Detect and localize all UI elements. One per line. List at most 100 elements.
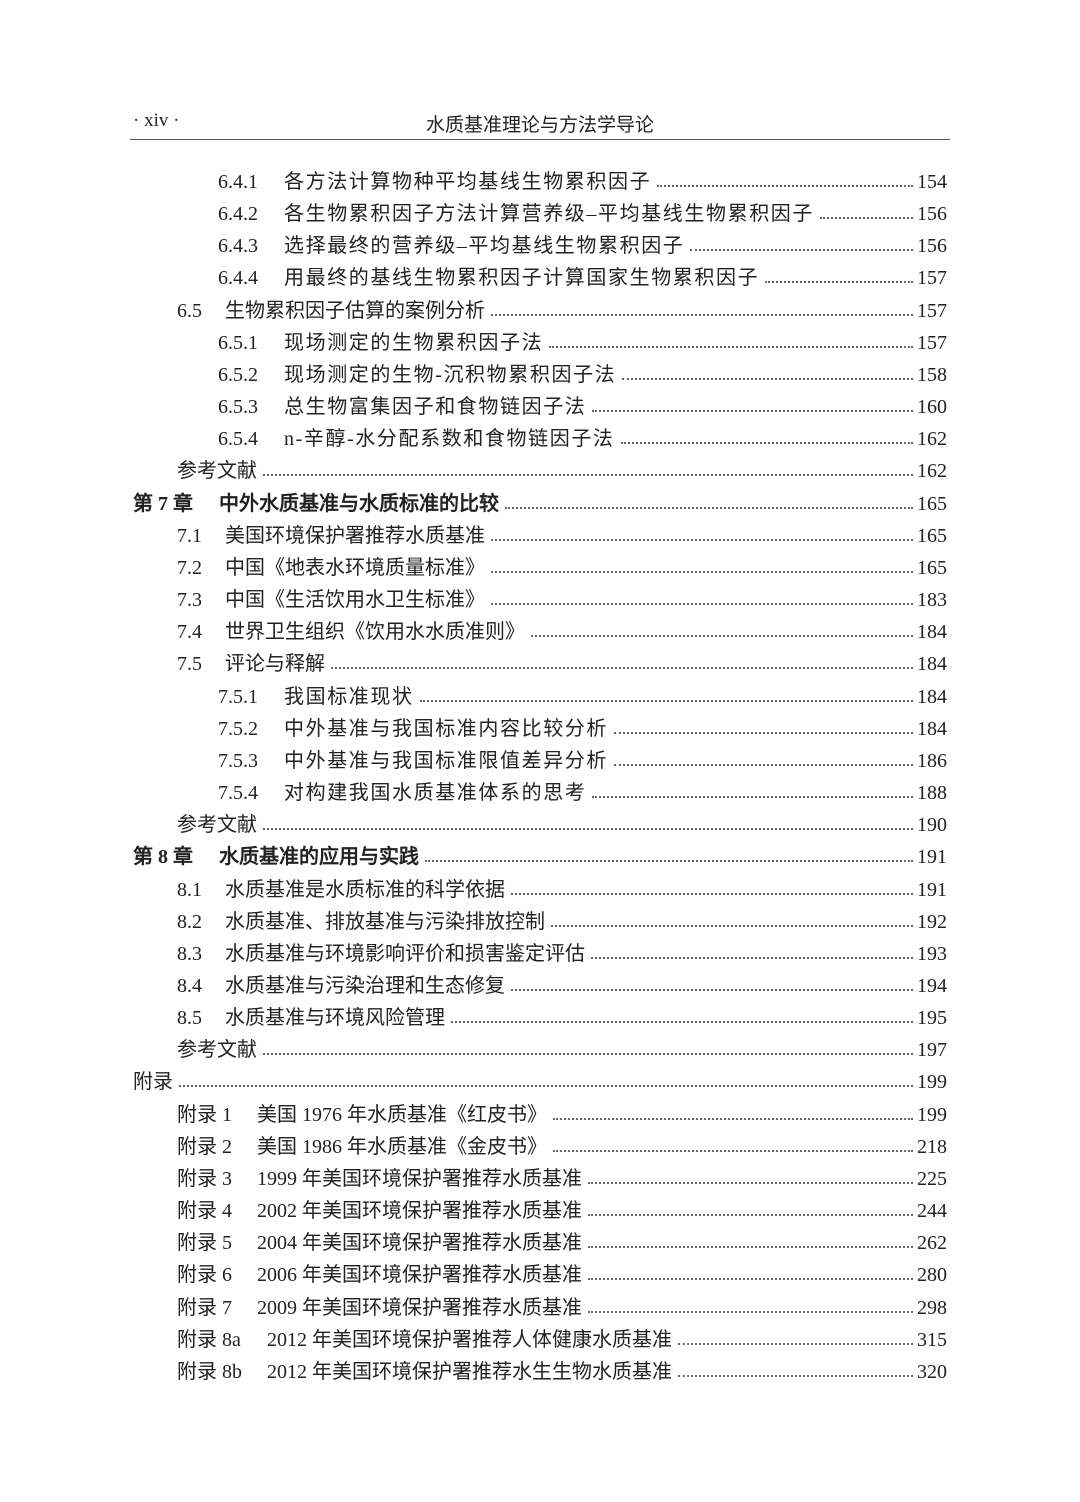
dot-leader — [551, 924, 913, 927]
toc-entry[interactable]: 7.5.2 中外基准与我国标准内容比较分析 184 — [218, 709, 947, 741]
dot-leader — [592, 796, 913, 799]
toc-entry[interactable]: 附录 2 美国 1986 年水质基准《金皮书》 218 — [177, 1127, 947, 1159]
toc-entry-page: 192 — [917, 910, 947, 933]
dot-leader — [425, 860, 913, 863]
toc-entry-page: 157 — [917, 267, 947, 290]
toc-entry[interactable]: 7.3 中国《生活饮用水卫生标准》 183 — [177, 580, 947, 612]
dot-leader — [690, 249, 913, 252]
toc-entry[interactable]: 7.4 世界卫生组织《饮用水水质准则》 184 — [177, 612, 947, 644]
toc-entry[interactable]: 参考文献 162 — [177, 451, 947, 483]
toc-entry-page: 280 — [917, 1264, 947, 1287]
toc-entry-title: 参考文献 — [177, 1039, 257, 1062]
toc-entry-title: 中国《生活饮用水卫生标准》 — [225, 589, 485, 612]
toc-entry[interactable]: 8.4 水质基准与污染治理和生态修复 194 — [177, 966, 947, 998]
toc-entry-number: 附录 6 — [177, 1264, 232, 1287]
toc-entry-title: 美国 1986 年水质基准《金皮书》 — [257, 1135, 547, 1158]
toc-entry-title: 现场测定的生物累积因子法 — [284, 331, 544, 354]
toc-entry-title: 选择最终的营养级–平均基线生物累积因子 — [284, 235, 685, 258]
toc-entry[interactable]: 7.1 美国环境保护署推荐水质基准 165 — [177, 516, 947, 548]
toc-entry-page: 188 — [917, 782, 947, 805]
toc-entry[interactable]: 6.4.2 各生物累积因子方法计算营养级–平均基线生物累积因子 156 — [218, 194, 947, 226]
toc-entry[interactable]: 参考文献 190 — [177, 805, 947, 837]
toc-entry-page: 154 — [917, 171, 947, 193]
toc-entry-number: 8.1 — [177, 878, 202, 901]
toc-entry-page: 157 — [917, 299, 947, 322]
toc-entry[interactable]: 参考文献 197 — [177, 1030, 947, 1062]
toc-entry-title: 2009 年美国环境保护署推荐水质基准 — [257, 1296, 582, 1319]
toc-entry-title: 各方法计算物种平均基线生物累积因子 — [284, 171, 652, 193]
toc-entry[interactable]: 6.4.3 选择最终的营养级–平均基线生物累积因子 156 — [218, 226, 947, 258]
toc-entry[interactable]: 6.4.1 各方法计算物种平均基线生物累积因子 154 — [218, 162, 947, 194]
toc-entry[interactable]: 8.2 水质基准、排放基准与污染排放控制 192 — [177, 902, 947, 934]
dot-leader — [588, 1181, 913, 1184]
running-header: · xiv · 水质基准理论与方法学导论 — [133, 108, 947, 138]
toc-entry-title: 世界卫生组织《饮用水水质准则》 — [225, 621, 525, 644]
toc-entry-number: 附录 1 — [177, 1103, 232, 1126]
dot-leader — [511, 892, 913, 895]
toc-entry-page: 190 — [917, 814, 947, 837]
toc-entry[interactable]: 7.2 中国《地表水环境质量标准》 165 — [177, 548, 947, 580]
toc-entry-number: 附录 3 — [177, 1167, 232, 1190]
toc-entry-number: 6.5.3 — [218, 396, 258, 419]
toc-entry[interactable]: 附录 4 2002 年美国环境保护署推荐水质基准 244 — [177, 1191, 947, 1223]
dot-leader — [820, 217, 913, 220]
toc-entry-title: 2002 年美国环境保护署推荐水质基准 — [257, 1200, 582, 1223]
toc-entry-number: 7.3 — [177, 589, 202, 612]
toc-entry[interactable]: 附录 6 2006 年美国环境保护署推荐水质基准 280 — [177, 1255, 947, 1287]
toc-entry[interactable]: 6.5.2 现场测定的生物-沉积物累积因子法 158 — [218, 355, 947, 387]
toc-entry-title: 评论与释解 — [225, 653, 325, 676]
toc-entry[interactable]: 8.1 水质基准是水质标准的科学依据 191 — [177, 870, 947, 902]
toc-entry[interactable]: 8.3 水质基准与环境影响评价和损害鉴定评估 193 — [177, 934, 947, 966]
toc-entry[interactable]: 6.5.3 总生物富集因子和食物链因子法 160 — [218, 387, 947, 419]
toc-entry-title: 参考文献 — [177, 814, 257, 837]
dot-leader — [622, 377, 913, 380]
toc-entry-number: 7.2 — [177, 556, 202, 579]
toc-entry-title: 生物累积因子估算的案例分析 — [225, 299, 485, 322]
toc-entry[interactable]: 附录 199 — [133, 1062, 947, 1094]
toc-entry[interactable]: 第 8 章 水质基准的应用与实践 191 — [133, 837, 947, 869]
toc-entry[interactable]: 7.5 评论与释解 184 — [177, 644, 947, 676]
toc-entry-number: 附录 8b — [177, 1360, 242, 1383]
toc-entry-title: 用最终的基线生物累积因子计算国家生物累积因子 — [284, 267, 760, 290]
toc-entry[interactable]: 7.5.4 对构建我国水质基准体系的思考 188 — [218, 773, 947, 805]
toc-entry-number: 6.5.4 — [218, 428, 258, 451]
page-number: · xiv · — [133, 110, 180, 131]
toc-entry[interactable]: 6.5.4 n-辛醇-水分配系数和食物链因子法 162 — [218, 419, 947, 451]
dot-leader — [491, 570, 913, 573]
toc-entry-page: 218 — [917, 1135, 947, 1158]
toc-entry-page: 199 — [917, 1103, 947, 1126]
toc-entry[interactable]: 附录 1 美国 1976 年水质基准《红皮书》 199 — [177, 1095, 947, 1127]
toc-entry[interactable]: 附录 7 2009 年美国环境保护署推荐水质基准 298 — [177, 1288, 947, 1320]
toc-entry[interactable]: 7.5.1 我国标准现状 184 — [218, 677, 947, 709]
toc-entry[interactable]: 附录 3 1999 年美国环境保护署推荐水质基准 225 — [177, 1159, 947, 1191]
toc-entry[interactable]: 7.5.3 中外基准与我国标准限值差异分析 186 — [218, 741, 947, 773]
toc-entry[interactable]: 附录 5 2004 年美国环境保护署推荐水质基准 262 — [177, 1223, 947, 1255]
toc-entry-page: 162 — [917, 428, 947, 451]
toc-entry[interactable]: 6.4.4 用最终的基线生物累积因子计算国家生物累积因子 157 — [218, 258, 947, 290]
dot-leader — [179, 1085, 913, 1088]
toc-entry-number: 6.4.2 — [218, 203, 258, 226]
toc-entry-title: 中国《地表水环境质量标准》 — [225, 556, 485, 579]
toc-entry-number: 附录 2 — [177, 1135, 232, 1158]
toc-entry-number: 7.5 — [177, 653, 202, 676]
toc-entry-page: 191 — [917, 878, 947, 901]
dot-leader — [491, 313, 913, 316]
toc-entry[interactable]: 6.5.1 现场测定的生物累积因子法 157 — [218, 323, 947, 355]
toc-entry-title: 2012 年美国环境保护署推荐水生生物水质基准 — [267, 1360, 672, 1383]
dot-leader — [419, 699, 913, 702]
toc-entry[interactable]: 第 7 章 中外水质基准与水质标准的比较 165 — [133, 484, 947, 516]
toc-entry[interactable]: 附录 8b 2012 年美国环境保护署推荐水生生物水质基准 320 — [177, 1352, 947, 1384]
dot-leader — [263, 828, 913, 831]
toc-entry[interactable]: 8.5 水质基准与环境风险管理 195 — [177, 998, 947, 1030]
toc-entry[interactable]: 附录 8a 2012 年美国环境保护署推荐人体健康水质基准 315 — [177, 1320, 947, 1352]
dot-leader — [678, 1342, 913, 1345]
toc-entry[interactable]: 6.5 生物累积因子估算的案例分析 157 — [177, 291, 947, 323]
toc-entry-title: 美国 1976 年水质基准《红皮书》 — [257, 1103, 547, 1126]
toc-entry-title: 附录 — [133, 1071, 173, 1094]
toc-entry-page: 183 — [917, 589, 947, 612]
toc-entry-page: 157 — [917, 331, 947, 354]
toc-entry-number: 第 7 章 — [133, 492, 193, 515]
dot-leader — [678, 1374, 913, 1377]
dot-leader — [531, 635, 913, 638]
toc-entry-number: 第 8 章 — [133, 846, 193, 869]
